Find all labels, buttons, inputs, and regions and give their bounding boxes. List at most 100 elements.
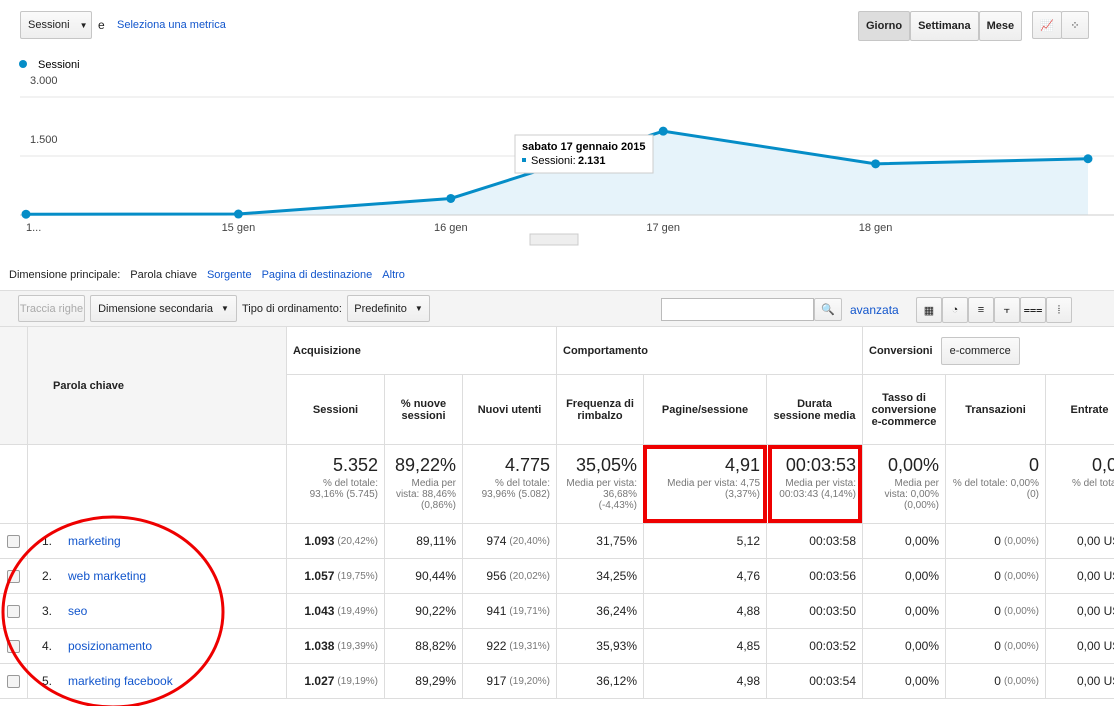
keyword-link[interactable]: marketing	[68, 534, 121, 548]
row-cell: 0 (0,00%)	[946, 629, 1046, 664]
checkbox[interactable]	[7, 674, 20, 688]
column-header: Parola chiave	[28, 326, 287, 445]
row-cell: 5. marketing facebook	[28, 664, 287, 699]
tooltip-value: 2.131	[578, 155, 606, 167]
checkbox[interactable]	[7, 604, 20, 618]
metric-select[interactable]: Sessioni ▼	[20, 11, 92, 39]
total-cell: 0,00% Media per vista: 0,00% (0,00%)	[863, 445, 946, 524]
row-index: 4.	[42, 639, 53, 653]
row-share: (0,00%)	[1003, 570, 1039, 582]
row-cell: 917 (19,20%)	[463, 664, 557, 699]
dimension-link[interactable]: Pagina di destinazione	[261, 269, 373, 281]
motion-view[interactable]: ⁘	[1061, 11, 1089, 39]
row-share: (0,00%)	[1003, 675, 1039, 687]
total-value: 0,00%	[887, 455, 939, 475]
row-value: 956	[486, 569, 507, 583]
row-cell: 4. posizionamento	[28, 629, 287, 664]
column-header: Entrate	[1046, 375, 1114, 445]
sort-select[interactable]: Predefinito ▼	[347, 295, 430, 322]
checkbox[interactable]	[7, 639, 20, 653]
row-cell: 0,00 US$	[1046, 559, 1114, 594]
total-sub: Media per vista: 88,46% (0,86%)	[395, 478, 456, 511]
total-cell: 89,22% Media per vista: 88,46% (0,86%)	[385, 445, 463, 524]
row-index: 5.	[42, 674, 53, 688]
row-cell: 34,25%	[557, 559, 644, 594]
row-value: 917	[486, 674, 507, 688]
search-input[interactable]	[661, 298, 814, 321]
view-button[interactable]: ▦	[916, 297, 942, 323]
checkbox[interactable]	[7, 569, 20, 583]
row-value: 922	[486, 639, 507, 653]
scroll-handle	[529, 233, 579, 246]
total-value: 35,05%	[575, 455, 637, 475]
keyword-total	[28, 445, 287, 524]
row-cell: 922 (19,31%)	[463, 629, 557, 664]
total-sub: % del totale: 0,00% (0)	[952, 478, 1039, 500]
row-share: (19,19%)	[337, 675, 378, 687]
period-button[interactable]: Settimana	[910, 11, 979, 41]
header-text: % nuove sessioni	[400, 397, 447, 422]
checkbox[interactable]	[7, 534, 20, 548]
conjunction: e	[98, 18, 105, 32]
dimension-link[interactable]: Sorgente	[206, 269, 252, 281]
secondary-dimension[interactable]: Dimensione secondaria ▼	[90, 295, 237, 322]
period-button[interactable]: Mese	[978, 11, 1023, 41]
checkbox-header	[0, 326, 28, 445]
line-view[interactable]: 📈	[1032, 11, 1062, 39]
header-text: Frequenza di rimbalzo	[566, 397, 634, 422]
group-text: Comportamento	[563, 344, 648, 357]
track-rows[interactable]: Traccia righe	[18, 295, 85, 322]
row-cell: 0 (0,00%)	[946, 559, 1046, 594]
keyword-link[interactable]: web marketing	[68, 569, 147, 583]
dimension-label: Dimensione principale:	[9, 269, 121, 281]
conversion-select[interactable]: e-commerce	[940, 336, 1020, 365]
row-value: 90,22%	[415, 604, 456, 618]
row-cell: 1. marketing	[28, 524, 287, 559]
y-tick-label: 3.000	[30, 75, 58, 87]
row-cell: 0,00 US$	[1046, 594, 1114, 629]
total-value: 0	[1028, 455, 1039, 475]
row-cell: 89,29%	[385, 664, 463, 699]
row-cell: 00:03:56	[767, 559, 863, 594]
row-value: 0,00%	[904, 604, 939, 618]
total-sub: Media per vista: 4,75 (3,37%)	[667, 478, 760, 500]
keyword-link[interactable]: marketing facebook	[68, 674, 173, 688]
keyword-link[interactable]: seo	[68, 604, 88, 618]
row-value: 35,93%	[596, 639, 637, 653]
dimension-link[interactable]: Altro	[382, 269, 405, 281]
x-tick-label: 18 gen	[859, 222, 893, 234]
select-metric[interactable]: Seleziona una metrica	[117, 19, 226, 31]
row-cell: 36,24%	[557, 594, 644, 629]
view-button[interactable]: ◔	[942, 297, 968, 323]
view-button[interactable]: ⩶	[1020, 297, 1046, 323]
row-value: 31,75%	[596, 534, 637, 548]
row-value: 0	[994, 674, 1001, 688]
view-button[interactable]: ≡	[968, 297, 994, 323]
column-header: Durata sessione media	[767, 375, 863, 445]
search-button[interactable]: 🔍	[814, 298, 842, 321]
row-cell: 3. seo	[28, 594, 287, 629]
row-value: 89,11%	[416, 534, 456, 548]
total-cell: 0,00 % del totale:	[1046, 445, 1114, 524]
period-button[interactable]: Giorno	[858, 11, 911, 41]
row-cell: 4,88	[644, 594, 767, 629]
total-sub: Media per vista: 00:03:43 (4,14%)	[779, 478, 856, 500]
row-cell: 974 (20,40%)	[463, 524, 557, 559]
point	[658, 126, 668, 136]
total-cell: 0 % del totale: 0,00% (0)	[946, 445, 1046, 524]
column-header: Sessioni	[287, 375, 385, 445]
advanced-link[interactable]: avanzata	[850, 303, 899, 317]
keyword-link[interactable]: posizionamento	[68, 639, 153, 653]
row-cell: 0,00%	[863, 629, 946, 664]
header-text: Durata sessione media	[773, 397, 856, 422]
row-checkbox	[0, 629, 28, 664]
row-cell: 4,76	[644, 559, 767, 594]
header-text: Entrate	[1070, 403, 1109, 416]
total-value: 4,91	[724, 455, 760, 475]
row-cell: 1.038 (19,39%)	[287, 629, 385, 664]
row-checkbox	[0, 559, 28, 594]
total-sub: % del totale: 93,16% (5.745)	[309, 478, 378, 500]
view-button[interactable]: ⫟	[994, 297, 1020, 323]
view-button[interactable]: ⦙	[1046, 297, 1072, 323]
row-value: 4,76	[736, 569, 760, 583]
